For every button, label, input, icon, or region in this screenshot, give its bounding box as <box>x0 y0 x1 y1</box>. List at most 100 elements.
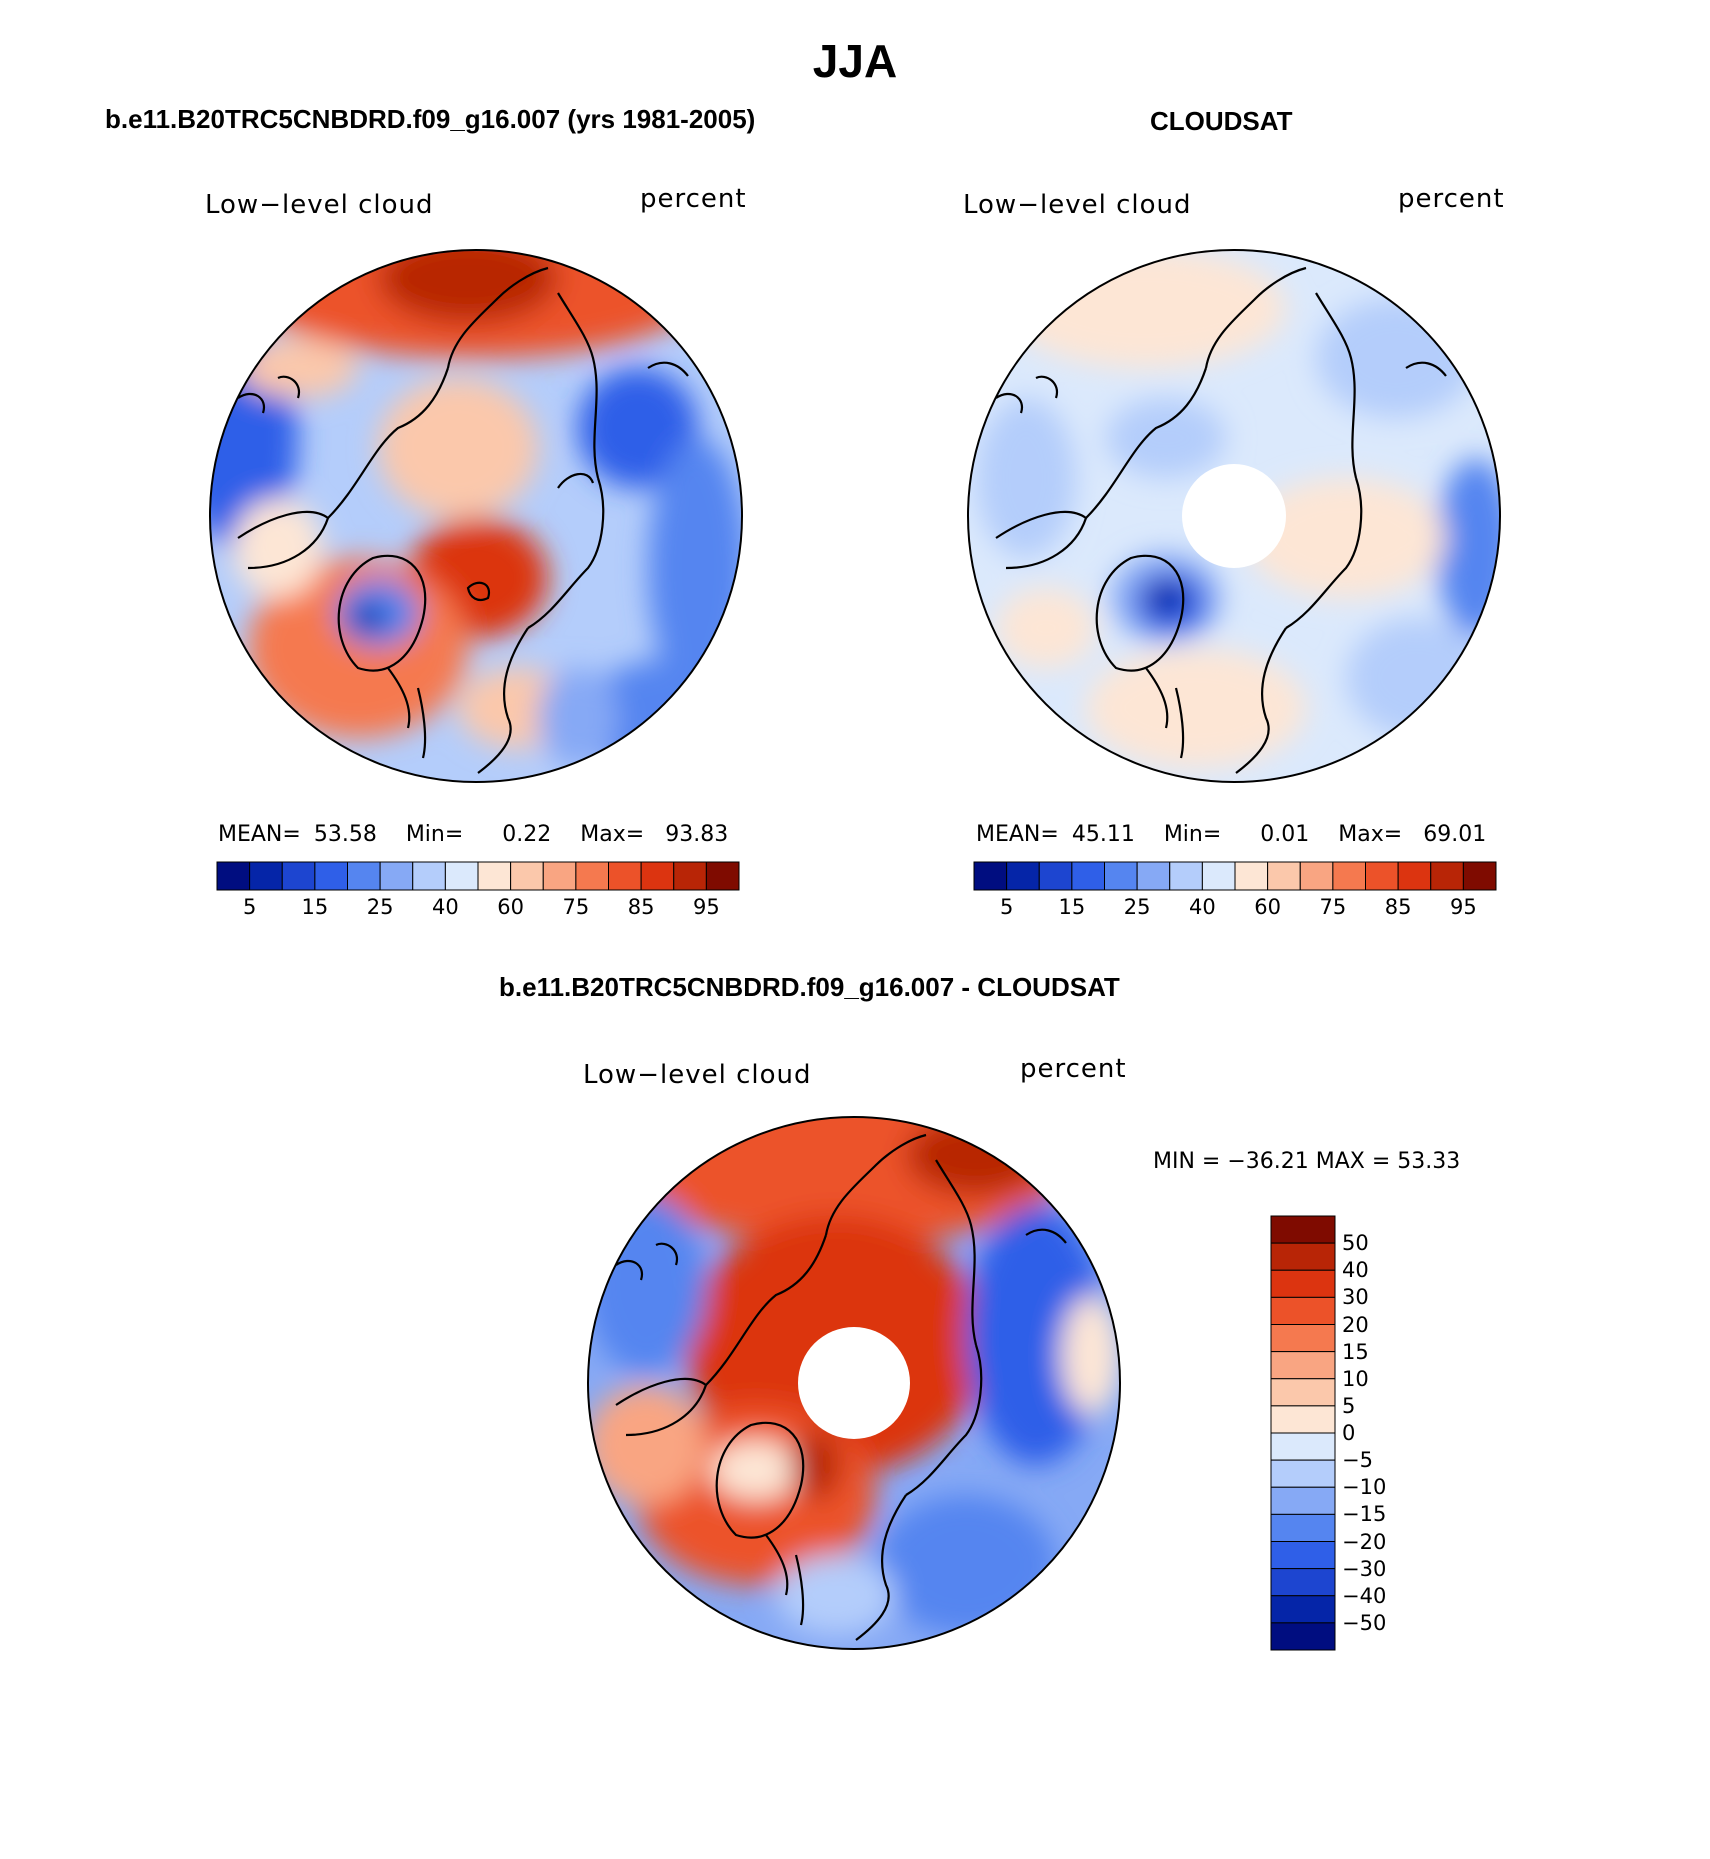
colorbar-tick-label: 85 <box>627 895 655 919</box>
colorbar-swatch <box>1270 1269 1336 1298</box>
colorbar-tick-label: 5 <box>999 895 1014 919</box>
colorbar-swatch <box>1104 861 1138 891</box>
panel-3-colorbar <box>1270 1215 1336 1651</box>
panel-2-min-value: 0.01 <box>1260 822 1310 847</box>
colorbar-swatch <box>1270 1242 1336 1271</box>
panel-3-coastlines <box>615 1133 1067 1641</box>
panel-1-colorbar <box>216 861 740 891</box>
colorbar-swatch <box>1270 1405 1336 1434</box>
colorbar-tick-label: 60 <box>1254 895 1281 919</box>
colorbar-swatch <box>1299 861 1334 891</box>
panel-3-colorbar-ticks: 50 40 30 20 15 10 5 0 −5 −10 −15 −20 −30… <box>1342 1216 1442 1650</box>
panel-1-units-label: percent <box>640 184 747 214</box>
panel-2-mean-label: MEAN= <box>976 822 1059 847</box>
panel-2-units-label: percent <box>1398 184 1505 214</box>
colorbar-swatch <box>575 861 609 891</box>
panel-1-max-label: Max= <box>580 822 645 847</box>
panel-3-difference-field <box>588 1117 1120 1649</box>
panel-1-mean-label: MEAN= <box>218 822 301 847</box>
panel-1-variable-label: Low−level cloud <box>205 190 434 220</box>
colorbar-swatch <box>1136 861 1171 891</box>
panel-2-min-label: Min= <box>1163 822 1222 847</box>
colorbar-swatch <box>1397 861 1432 891</box>
colorbar-swatch <box>705 861 740 891</box>
panel-2-polar-map <box>967 249 1501 783</box>
colorbar-swatch <box>1270 1215 1336 1244</box>
panel-1-coastlines <box>237 266 689 774</box>
panel-2-max-label: Max= <box>1338 822 1403 847</box>
panel-2-coastlines <box>995 266 1447 774</box>
colorbar-tick-label: 40 <box>1342 1258 1369 1283</box>
colorbar-tick-label: 85 <box>1384 895 1412 919</box>
colorbar-tick-label: 5 <box>1342 1393 1356 1418</box>
colorbar-tick-label: 50 <box>1342 1231 1369 1256</box>
colorbar-swatch <box>510 861 544 891</box>
colorbar-tick-label: −20 <box>1342 1529 1387 1554</box>
colorbar-tick-label: 95 <box>1450 895 1477 919</box>
colorbar-swatch <box>1270 1568 1336 1597</box>
panel-1-min-label: Min= <box>405 822 464 847</box>
colorbar-swatch <box>1006 861 1040 891</box>
panel-2-stats: MEAN= 45.11 Min= 0.01 Max= 69.01 <box>976 822 1492 847</box>
colorbar-tick-label: 75 <box>562 895 590 919</box>
colorbar-swatch <box>444 861 479 891</box>
panel-2-colorbar-ticks: 5 15 25 40 60 75 85 95 <box>974 895 1496 925</box>
colorbar-tick-label: 20 <box>1342 1312 1369 1337</box>
panel-2-max-value: 69.01 <box>1423 822 1487 847</box>
colorbar-swatch <box>1270 1324 1336 1353</box>
colorbar-tick-label: 30 <box>1342 1285 1369 1310</box>
colorbar-tick-label: 40 <box>432 895 459 919</box>
panel-3-minmax: MIN = −36.21 MAX = 53.33 <box>1153 1149 1461 1174</box>
colorbar-swatch <box>347 861 381 891</box>
panel-3-units-label: percent <box>1020 1054 1127 1084</box>
colorbar-swatch <box>1430 861 1464 891</box>
colorbar-swatch <box>1234 861 1269 891</box>
panel-2-cloud-field <box>968 250 1500 782</box>
panel-2-mean-value: 45.11 <box>1071 822 1135 847</box>
colorbar-tick-label: −50 <box>1342 1610 1387 1635</box>
colorbar-swatch <box>1270 1541 1336 1570</box>
colorbar-tick-label: 40 <box>1189 895 1216 919</box>
colorbar-swatch <box>542 861 577 891</box>
panel-1-cloud-field <box>210 250 742 782</box>
panel-3-variable-label: Low−level cloud <box>583 1060 812 1090</box>
colorbar-swatch <box>1270 1459 1336 1488</box>
colorbar-swatch <box>608 861 642 891</box>
colorbar-swatch <box>477 861 512 891</box>
panel-1-colorbar-ticks: 5 15 25 40 60 75 85 95 <box>217 895 739 925</box>
colorbar-swatch <box>1270 1378 1336 1407</box>
colorbar-tick-label: 15 <box>1342 1339 1369 1364</box>
colorbar-swatch <box>1270 1432 1336 1461</box>
colorbar-swatch <box>1365 861 1399 891</box>
colorbar-tick-label: 0 <box>1342 1421 1356 1445</box>
panel-2-polar-data-gap <box>1182 464 1286 568</box>
colorbar-tick-label: 60 <box>497 895 524 919</box>
colorbar-tick-label: 5 <box>242 895 257 919</box>
panel-3-polar-data-gap <box>798 1327 910 1439</box>
figure-title: JJA <box>812 35 898 87</box>
panel-2-colorbar <box>973 861 1497 891</box>
colorbar-swatch <box>1201 861 1236 891</box>
colorbar-tick-label: −30 <box>1342 1556 1387 1581</box>
panel-1-max-value: 93.83 <box>665 822 729 847</box>
panel-2-title: CLOUDSAT <box>1150 106 1293 136</box>
panel-1-min-value: 0.22 <box>502 822 552 847</box>
colorbar-swatch <box>640 861 675 891</box>
colorbar-swatch <box>314 861 348 891</box>
colorbar-swatch <box>216 861 251 891</box>
colorbar-tick-label: 15 <box>1058 895 1086 919</box>
colorbar-swatch <box>1038 861 1073 891</box>
colorbar-tick-label: 25 <box>366 895 394 919</box>
panel-2-variable-label: Low−level cloud <box>963 190 1192 220</box>
colorbar-swatch <box>1270 1351 1336 1380</box>
colorbar-swatch <box>412 861 446 891</box>
panel-3-polar-map <box>587 1116 1121 1650</box>
colorbar-swatch <box>281 861 316 891</box>
colorbar-swatch <box>1267 861 1301 891</box>
colorbar-swatch <box>673 861 707 891</box>
colorbar-tick-label: 15 <box>301 895 329 919</box>
colorbar-swatch <box>1270 1296 1336 1325</box>
colorbar-tick-label: −15 <box>1342 1502 1387 1527</box>
panel-3-title: b.e11.B20TRC5CNBDRD.f09_g16.007 - CLOUDS… <box>499 972 1120 1002</box>
panel-1-mean-value: 53.58 <box>313 822 377 847</box>
